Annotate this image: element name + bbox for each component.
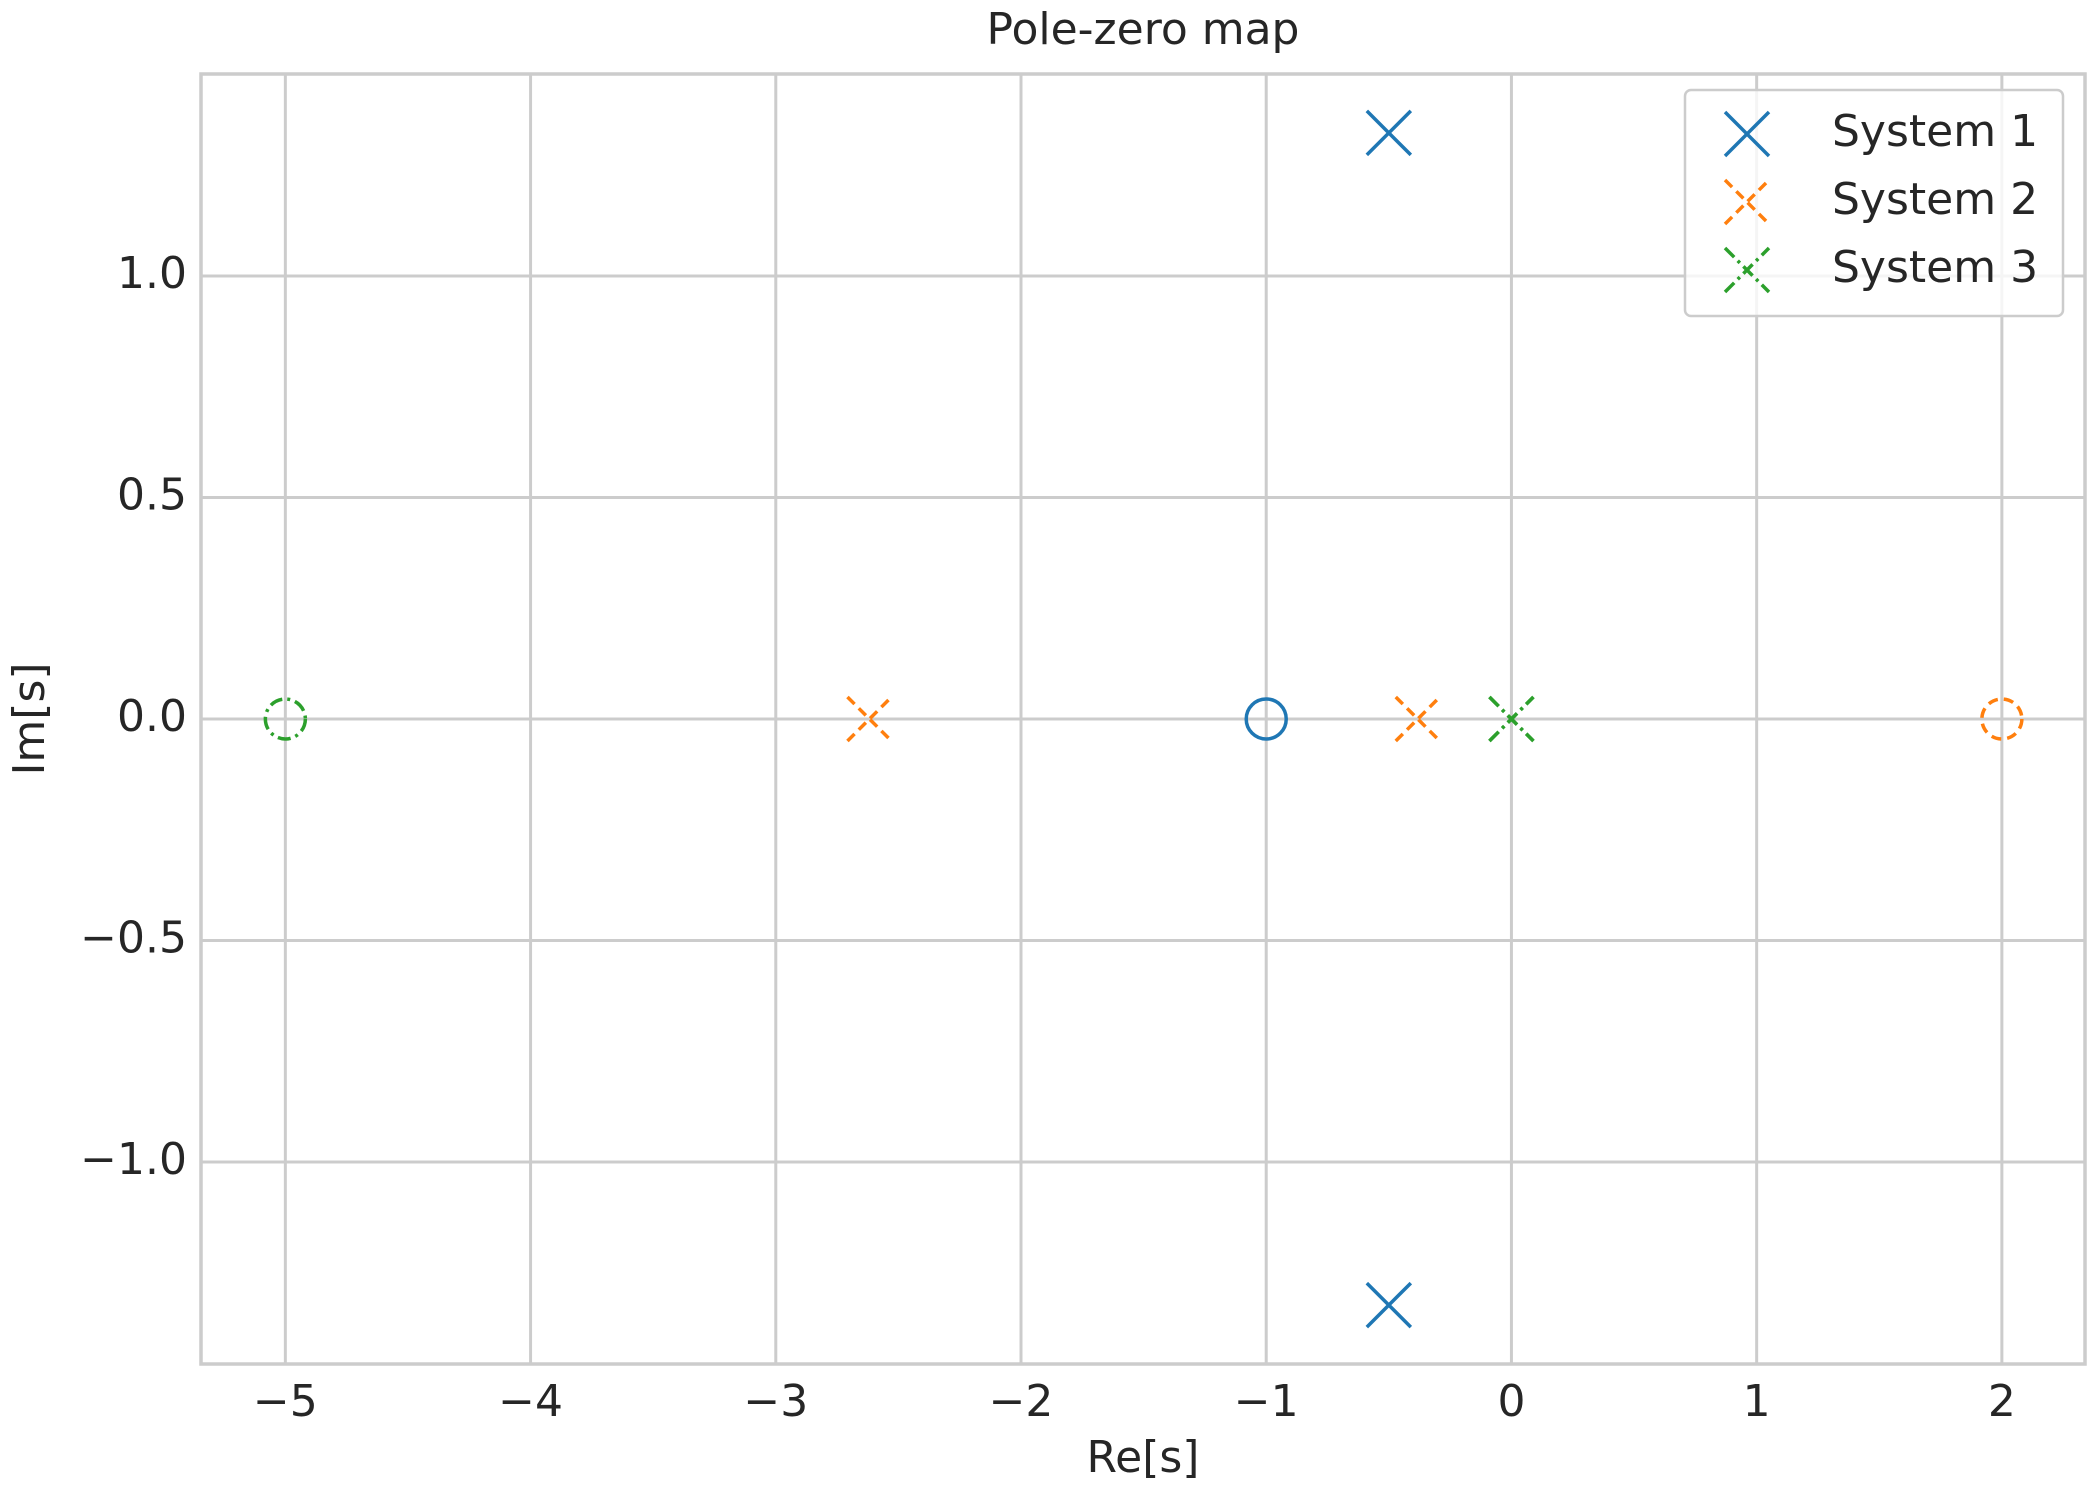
x-tick-label: −4 bbox=[498, 1376, 563, 1427]
x-tick-label: 0 bbox=[1497, 1376, 1525, 1427]
y-tick-label: −1.0 bbox=[80, 1134, 187, 1185]
plot-frame bbox=[199, 72, 2087, 1366]
zero-marker bbox=[1980, 697, 2024, 741]
y-tick-label: −0.5 bbox=[80, 912, 187, 963]
legend-label: System 3 bbox=[1832, 242, 2038, 293]
pole-marker bbox=[846, 695, 893, 743]
x-tick-label: −2 bbox=[989, 1376, 1054, 1427]
legend-marker bbox=[1723, 110, 1771, 158]
chart-title: Pole-zero map bbox=[986, 4, 1299, 55]
pole-marker bbox=[1394, 695, 1442, 743]
y-axis-label: Im[s] bbox=[4, 662, 55, 775]
legend-marker bbox=[1723, 178, 1771, 226]
y-tick-label: 0.5 bbox=[117, 470, 187, 521]
zero-marker bbox=[1244, 697, 1288, 741]
legend-label: System 1 bbox=[1832, 106, 2038, 157]
pole-marker bbox=[1365, 109, 1413, 157]
x-axis-label: Re[s] bbox=[1087, 1432, 1200, 1483]
x-tick-label: −1 bbox=[1234, 1376, 1299, 1427]
x-tick-label: −5 bbox=[253, 1376, 318, 1427]
zero-marker bbox=[263, 697, 308, 741]
x-tick-label: −3 bbox=[743, 1376, 808, 1427]
y-tick-label: 1.0 bbox=[117, 248, 187, 299]
x-tick-label: 2 bbox=[1988, 1376, 2016, 1427]
pole-marker bbox=[1488, 695, 1535, 743]
legend-label: System 2 bbox=[1832, 174, 2038, 225]
legend-marker bbox=[1723, 246, 1771, 294]
x-tick-label: 1 bbox=[1743, 1376, 1771, 1427]
pole-marker bbox=[1365, 1281, 1413, 1329]
legend-box bbox=[1683, 88, 2065, 318]
y-tick-label: 0.0 bbox=[117, 691, 187, 742]
